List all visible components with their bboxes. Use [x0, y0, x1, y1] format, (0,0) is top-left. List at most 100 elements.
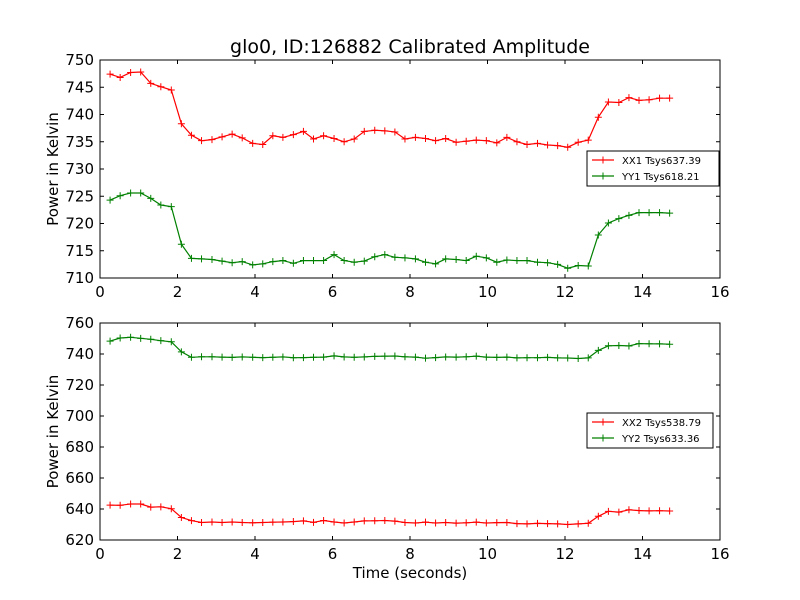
data-point	[462, 519, 470, 527]
x-tick-label: 0	[95, 545, 105, 563]
y-tick-label: 720	[65, 376, 94, 394]
data-point	[574, 520, 582, 528]
x-tick-label: 16	[710, 545, 729, 563]
top-panel: 0 2 4 6 8 10 12 14 16 710 715 720 725 730 735 740 745 750…	[44, 51, 730, 301]
data-point	[289, 518, 297, 526]
data-point	[584, 354, 592, 362]
chart-title: glo0, ID:126882 Calibrated Amplitude	[230, 36, 590, 58]
data-point	[198, 353, 206, 361]
data-point	[371, 517, 379, 525]
data-point	[360, 517, 368, 525]
legend-label: YY2 Tsys633.36	[621, 434, 700, 445]
data-point	[564, 354, 572, 362]
x-tick-label: 14	[633, 283, 652, 301]
data-point	[482, 254, 490, 262]
data-point	[635, 340, 643, 348]
data-point	[116, 192, 124, 200]
data-point	[310, 518, 318, 526]
series-line	[109, 192, 670, 269]
x-tick-label: 4	[250, 283, 260, 301]
data-point	[279, 133, 287, 141]
data-point	[615, 99, 623, 107]
data-point	[238, 353, 246, 361]
data-point	[299, 257, 307, 265]
data-point	[360, 257, 368, 265]
data-point	[564, 143, 572, 151]
data-point	[656, 340, 664, 348]
data-point	[503, 353, 511, 361]
data-point	[411, 133, 419, 141]
data-point	[594, 512, 602, 520]
y-axis-label: Power in Kelvin	[44, 112, 62, 226]
data-point	[635, 507, 643, 515]
data-point	[391, 253, 399, 261]
data-point	[147, 194, 155, 202]
data-point	[137, 189, 145, 197]
data-point	[187, 353, 195, 361]
data-point	[422, 258, 429, 266]
y-tick-label: 680	[65, 438, 94, 456]
data-point	[218, 518, 226, 526]
data-point	[422, 518, 429, 526]
data-point	[472, 252, 480, 260]
data-point	[411, 353, 419, 361]
data-point	[625, 506, 633, 514]
data-point	[320, 132, 328, 140]
series-line	[110, 503, 670, 526]
data-point	[411, 255, 419, 263]
data-point	[320, 516, 328, 524]
data-point	[259, 260, 267, 268]
data-point	[238, 134, 246, 142]
data-point	[422, 354, 429, 362]
data-point	[208, 518, 216, 526]
legend-box	[586, 150, 720, 187]
data-point	[269, 353, 277, 361]
data-point	[127, 189, 135, 197]
data-point	[259, 140, 267, 148]
data-point	[106, 70, 114, 78]
data-point	[381, 127, 389, 135]
data-point	[462, 257, 470, 265]
data-point	[615, 341, 623, 349]
data-point	[127, 69, 135, 77]
data-point	[574, 261, 582, 269]
data-point	[554, 142, 562, 150]
data-point	[177, 120, 185, 128]
data-point	[442, 518, 450, 526]
data-point	[472, 136, 480, 144]
data-point	[503, 518, 511, 526]
legend-marker	[599, 172, 607, 180]
x-tick-label: 2	[173, 545, 183, 563]
y-tick-label: 760	[65, 314, 94, 332]
data-point	[523, 520, 531, 528]
data-point	[167, 338, 175, 346]
y-tick-label: 730	[65, 160, 94, 178]
x-tick-label: 8	[405, 283, 415, 301]
data-point	[615, 215, 623, 223]
data-point	[391, 128, 399, 136]
x-tick-label: 16	[710, 283, 729, 301]
legend-marker	[599, 434, 607, 442]
data-point	[249, 353, 257, 361]
data-point	[523, 257, 531, 265]
data-point	[289, 354, 297, 362]
data-point	[208, 353, 216, 361]
x-tick-label: 12	[555, 545, 574, 563]
data-point	[604, 507, 612, 515]
data-point	[167, 86, 175, 94]
data-point	[452, 519, 460, 527]
data-point	[432, 519, 440, 527]
data-point	[645, 209, 653, 217]
data-point	[350, 353, 358, 361]
data-point	[584, 136, 592, 144]
data-point	[167, 203, 175, 211]
data-point	[249, 139, 257, 147]
data-point	[137, 334, 145, 342]
data-point	[208, 255, 216, 263]
data-point	[147, 335, 155, 343]
data-point	[645, 507, 653, 515]
x-axis-label: Time (seconds)	[352, 564, 468, 582]
data-point	[493, 519, 501, 527]
data-point	[452, 255, 460, 263]
data-point	[564, 521, 572, 528]
